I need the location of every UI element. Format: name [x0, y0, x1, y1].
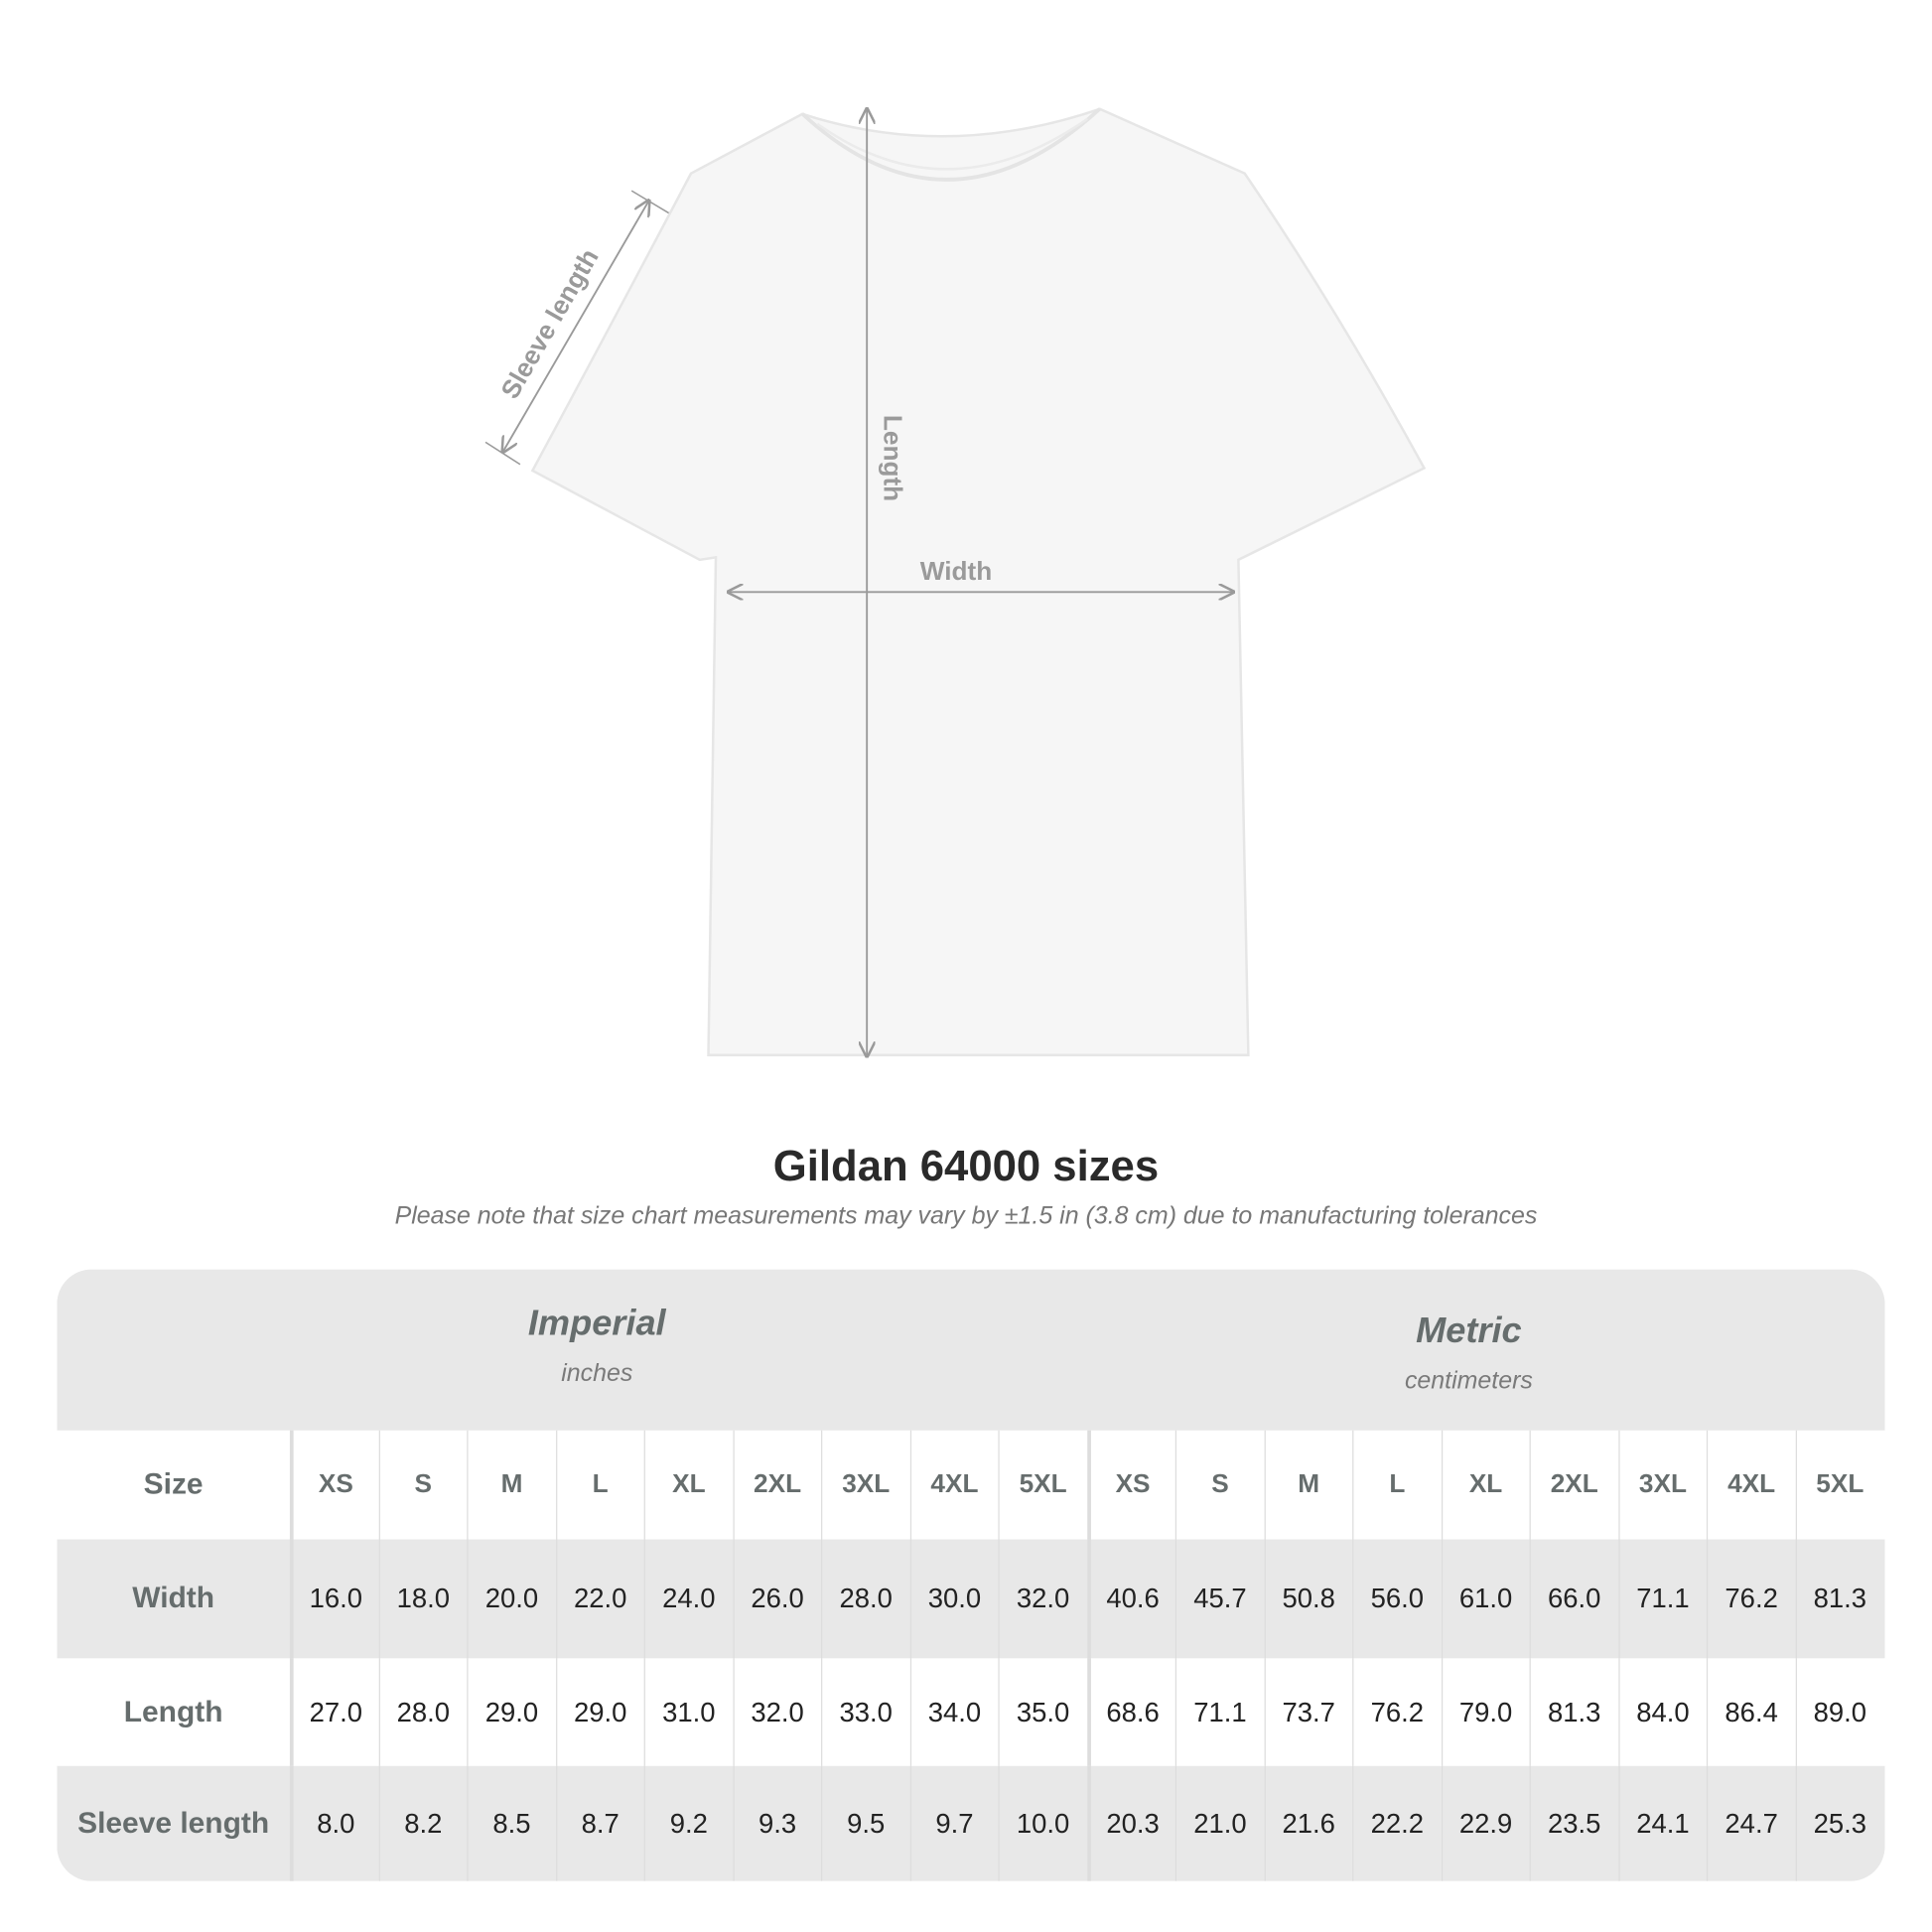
table-row: Width 16.0 18.0 20.0 22.0 24.0 26.0 28.0 30.0 32.…	[57, 1539, 1885, 1659]
metric-size-header: XS	[1086, 1430, 1175, 1540]
table-row: Sleeve length 8.0 8.2 8.5 8.7 9.2 9.3 9.5 9.7 10.…	[57, 1765, 1885, 1881]
length-label: Length	[879, 415, 908, 501]
metric-value-cell: 40.6	[1086, 1539, 1175, 1659]
size-table: Imperial inches Metric centimeters Size X…	[57, 1269, 1885, 1881]
imperial-size-header: M	[467, 1430, 555, 1540]
table-row: Length 27.0 28.0 29.0 29.0 31.0 32.0 33.0 34.0 35…	[57, 1658, 1884, 1766]
imperial-size-header: 3XL	[821, 1430, 909, 1540]
metric-value-cell: 61.0	[1441, 1539, 1529, 1659]
metric-value-cell: 71.1	[1174, 1658, 1264, 1766]
imperial-value-cell: 29.0	[467, 1658, 555, 1766]
imperial-value-cell: 34.0	[909, 1658, 998, 1766]
imperial-size-header: S	[378, 1430, 467, 1540]
imperial-size-header: XS	[289, 1430, 378, 1540]
imperial-size-header: 2XL	[732, 1430, 821, 1540]
metric-value-cell: 89.0	[1795, 1658, 1883, 1766]
imperial-value-cell: 8.2	[378, 1765, 467, 1881]
imperial-value-cell: 30.0	[909, 1539, 998, 1659]
metric-size-header: S	[1174, 1430, 1264, 1540]
imperial-value-cell: 9.7	[909, 1765, 998, 1881]
metric-size-header: M	[1263, 1430, 1352, 1540]
metric-value-cell: 22.2	[1352, 1765, 1441, 1881]
metric-value-cell: 76.2	[1706, 1539, 1795, 1659]
metric-title: Metric	[1416, 1311, 1522, 1351]
collar	[801, 107, 1101, 182]
imperial-value-cell: 20.0	[467, 1539, 555, 1659]
metric-value-cell: 24.1	[1617, 1765, 1707, 1881]
metric-value-cell: 79.0	[1441, 1658, 1529, 1766]
metric-value-cell: 81.3	[1795, 1539, 1883, 1659]
imperial-title: Imperial	[527, 1304, 666, 1344]
imperial-size-header: XL	[643, 1430, 733, 1540]
tshirt-diagram: Length Width Sleeve length	[484, 0, 1427, 1115]
metric-header: Metric centimeters	[1072, 1311, 1864, 1396]
metric-value-cell: 24.7	[1706, 1765, 1795, 1881]
metric-value-cell: 84.0	[1617, 1658, 1707, 1766]
metric-value-cell: 81.3	[1529, 1658, 1618, 1766]
chart-title: Gildan 64000 sizes	[772, 1142, 1160, 1190]
metric-value-cell: 45.7	[1174, 1539, 1264, 1659]
imperial-value-cell: 8.0	[289, 1765, 378, 1881]
imperial-value-cell: 10.0	[998, 1765, 1086, 1881]
metric-value-cell: 71.1	[1617, 1539, 1707, 1659]
metric-value-cell: 21.0	[1174, 1765, 1264, 1881]
imperial-value-cell: 28.0	[378, 1658, 467, 1766]
imperial-header: Imperial inches	[201, 1305, 993, 1389]
imperial-value-cell: 29.0	[555, 1658, 643, 1766]
row-label: Length	[123, 1695, 223, 1728]
imperial-value-cell: 32.0	[732, 1658, 821, 1766]
metric-value-cell: 23.5	[1529, 1765, 1618, 1881]
imperial-size-header: L	[555, 1430, 643, 1540]
imperial-value-cell: 18.0	[378, 1539, 467, 1659]
imperial-value-cell: 26.0	[732, 1539, 821, 1659]
imperial-value-cell: 35.0	[998, 1658, 1086, 1766]
metric-value-cell: 21.6	[1263, 1765, 1352, 1881]
imperial-value-cell: 32.0	[998, 1539, 1086, 1659]
imperial-size-header: 4XL	[909, 1430, 998, 1540]
metric-size-header: 2XL	[1529, 1430, 1618, 1540]
imperial-value-cell: 24.0	[643, 1539, 733, 1659]
metric-value-cell: 68.6	[1086, 1658, 1175, 1766]
metric-value-cell: 86.4	[1706, 1658, 1795, 1766]
metric-size-header: 3XL	[1617, 1430, 1707, 1540]
row-label: Width	[132, 1581, 215, 1615]
imperial-value-cell: 27.0	[289, 1658, 378, 1766]
metric-value-cell: 50.8	[1263, 1539, 1352, 1659]
metric-value-cell: 22.9	[1441, 1765, 1529, 1881]
imperial-value-cell: 9.3	[732, 1765, 821, 1881]
metric-size-header: L	[1352, 1430, 1441, 1540]
metric-unit: centimeters	[1404, 1367, 1533, 1395]
metric-size-header: 5XL	[1795, 1430, 1883, 1540]
imperial-value-cell: 31.0	[643, 1658, 733, 1766]
imperial-value-cell: 9.2	[643, 1765, 733, 1881]
sleeve-arrow	[502, 201, 648, 452]
tolerance-note: Please note that size chart measurements…	[394, 1202, 1538, 1230]
imperial-value-cell: 33.0	[821, 1658, 909, 1766]
table-header: Imperial inches Metric centimeters	[57, 1269, 1885, 1431]
row-label: Sleeve length	[77, 1806, 270, 1841]
imperial-value-cell: 28.0	[821, 1539, 909, 1659]
row-label: Size	[143, 1467, 204, 1501]
metric-size-header: XL	[1441, 1430, 1529, 1540]
imperial-value-cell: 8.5	[467, 1765, 555, 1881]
imperial-value-cell: 16.0	[289, 1539, 378, 1659]
imperial-value-cell: 22.0	[555, 1539, 643, 1659]
metric-value-cell: 25.3	[1795, 1765, 1883, 1881]
imperial-value-cell: 8.7	[555, 1765, 643, 1881]
size-header-row: Size XS S M L XL 2XL 3XL 4XL 5XL XS S M L XL 2XL 3XL 4XL 5…	[57, 1430, 1884, 1540]
metric-size-header: 4XL	[1706, 1430, 1795, 1540]
metric-value-cell: 56.0	[1352, 1539, 1441, 1659]
metric-value-cell: 66.0	[1529, 1539, 1618, 1659]
imperial-size-header: 5XL	[998, 1430, 1086, 1540]
imperial-unit: inches	[561, 1359, 633, 1388]
metric-value-cell: 73.7	[1263, 1658, 1352, 1766]
width-label: Width	[920, 556, 992, 586]
metric-value-cell: 76.2	[1352, 1658, 1441, 1766]
metric-value-cell: 20.3	[1086, 1765, 1175, 1881]
imperial-value-cell: 9.5	[821, 1765, 909, 1881]
